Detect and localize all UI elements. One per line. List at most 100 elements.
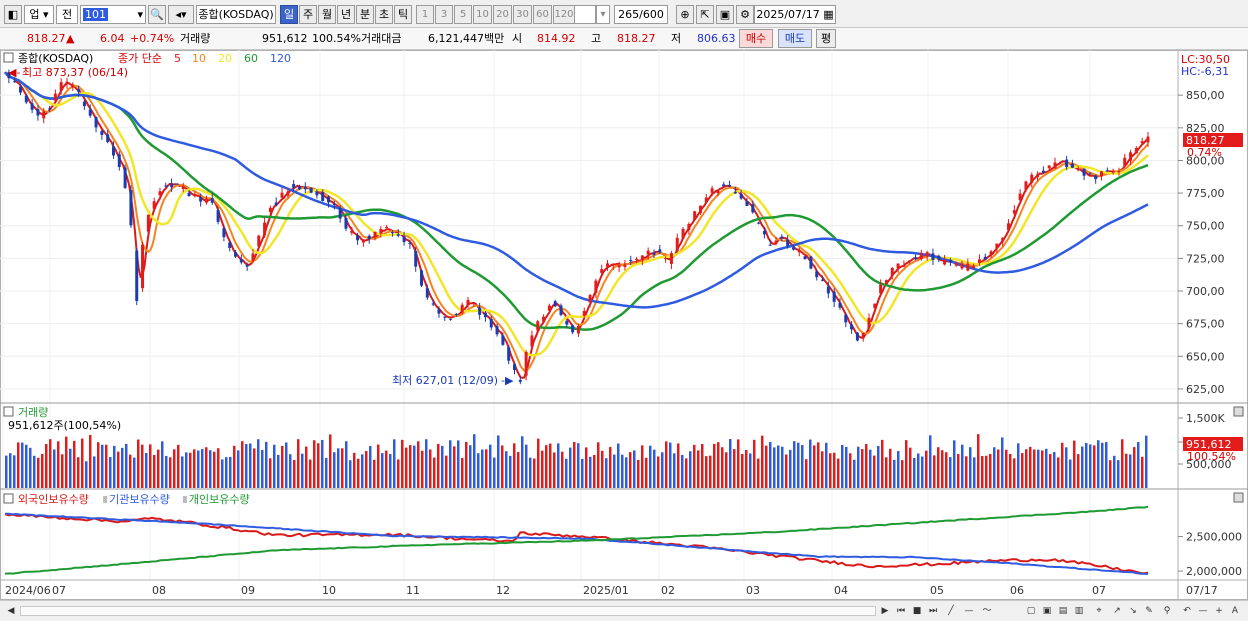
volume-bar	[877, 445, 880, 488]
candle-body	[460, 304, 464, 313]
volume-bar	[961, 444, 964, 488]
tool-icon-5[interactable]: ⌖	[1096, 606, 1102, 616]
stock-chart[interactable]: 종합(KOSDAQ) 종가 단순 5 10 20 60 120 ◀- 최고 873,37…	[0, 50, 1248, 600]
scroll-left-icon[interactable]: ◀	[7, 606, 15, 616]
period-tab-2[interactable]: 월	[318, 5, 336, 24]
holdings-panel-icon[interactable]	[3, 493, 14, 504]
expand-icon[interactable]: ⇱	[696, 5, 714, 24]
volume-bar	[813, 445, 816, 488]
volume-bar	[349, 460, 352, 488]
code-input[interactable]: 101 ▾	[80, 5, 146, 24]
first-page-icon[interactable]: ⏮	[896, 606, 906, 616]
volume-title: 거래량	[18, 406, 48, 419]
scroll-right-icon[interactable]: ▶	[881, 606, 889, 616]
volume-bar	[325, 457, 328, 488]
volume-bar	[981, 456, 984, 488]
date-field[interactable]: 2025/07/17 ▦	[754, 5, 836, 24]
tool-icon-7[interactable]: ↘	[1129, 606, 1137, 616]
volume-close-icon[interactable]	[1233, 406, 1244, 417]
indicator-icon[interactable]: ⊕	[676, 5, 694, 24]
candle-body	[704, 197, 708, 203]
count-field[interactable]: 265/600	[614, 5, 668, 24]
volume-bar	[601, 450, 604, 488]
draw-wave-icon[interactable]: 〜	[982, 606, 992, 616]
last-page-icon[interactable]: ⏭	[928, 606, 938, 616]
period-tab-0[interactable]: 일	[280, 5, 298, 24]
candle-body	[478, 307, 482, 315]
tool-icon-4[interactable]: ▥	[1074, 606, 1084, 616]
search-icon[interactable]: 🔍	[148, 5, 166, 24]
volume-bar	[1061, 442, 1064, 488]
candle-body	[117, 154, 121, 168]
volume-bar	[301, 453, 304, 488]
sell-button[interactable]: 매도	[778, 29, 812, 48]
calendar-icon[interactable]: ▦	[823, 8, 834, 21]
candle-body	[234, 252, 238, 257]
candle-body	[7, 72, 11, 79]
candle-body	[780, 236, 784, 239]
interval-button-10[interactable]: 10	[473, 5, 492, 24]
period-tab-1[interactable]: 주	[299, 5, 317, 24]
period-tab-5[interactable]: 초	[375, 5, 393, 24]
candle-body	[297, 186, 301, 190]
volume-bar	[105, 444, 108, 488]
speaker-icon[interactable]: ◂▾	[168, 5, 194, 24]
tool-icon-1[interactable]: ▢	[1026, 606, 1036, 616]
tool-icon-8[interactable]: ✎	[1145, 606, 1153, 616]
volume-bar	[653, 449, 656, 488]
period-tab-4[interactable]: 분	[356, 5, 374, 24]
save-icon[interactable]: ▣	[716, 5, 734, 24]
stop-icon[interactable]: ■	[912, 606, 922, 616]
volume-panel-icon[interactable]	[3, 406, 14, 417]
candle-body	[164, 185, 168, 187]
interval-button-30[interactable]: 30	[513, 5, 532, 24]
interval-button-5[interactable]: 5	[454, 5, 472, 24]
volume-bar	[173, 449, 176, 488]
scrollbar-track[interactable]	[20, 606, 876, 616]
interval-button-60[interactable]: 60	[533, 5, 552, 24]
interval-button-20[interactable]: 20	[493, 5, 512, 24]
gear-icon[interactable]: ⚙	[736, 5, 754, 24]
zoom-reset-icon[interactable]: ↶	[1183, 606, 1191, 616]
volume-bar	[845, 446, 848, 488]
chevron-down-icon[interactable]: ▾	[137, 8, 143, 21]
volume-bar	[309, 459, 312, 488]
volume-bar	[777, 445, 780, 488]
interval-dropdown-icon[interactable]: ▾	[596, 5, 610, 24]
candle-body	[88, 109, 92, 116]
buy-button[interactable]: 매수	[739, 29, 773, 48]
zoom-out-icon[interactable]: —	[1198, 606, 1208, 616]
tool-icon-3[interactable]: ▤	[1058, 606, 1068, 616]
period-tab-3[interactable]: 년	[337, 5, 355, 24]
candle-body	[1082, 168, 1086, 176]
price-tick-label: 750,00	[1186, 220, 1225, 233]
tool-icon-9[interactable]: ⚲	[1163, 606, 1171, 616]
period-tab-6[interactable]: 틱	[394, 5, 412, 24]
window-icon[interactable]: ◧	[4, 5, 22, 24]
lc-label: LC:30,50	[1181, 53, 1230, 66]
x-tick-label: 2024/06	[5, 584, 51, 597]
candle-body	[292, 184, 296, 188]
draw-line-icon[interactable]: ╱	[948, 606, 954, 616]
font-size-icon[interactable]: A	[1231, 606, 1239, 616]
volume-bar	[965, 456, 968, 488]
interval-button-120[interactable]: 120	[553, 5, 575, 24]
volume-bar	[533, 458, 536, 488]
panel-icon[interactable]	[3, 52, 14, 63]
candle-body	[588, 295, 592, 303]
hc-label: HC:-6,31	[1181, 65, 1229, 78]
candle-body	[547, 305, 551, 311]
tool-icon-6[interactable]: ↗	[1113, 606, 1121, 616]
interval-button-1[interactable]: 1	[416, 5, 434, 24]
interval-custom[interactable]	[574, 5, 596, 24]
holdings-close-icon[interactable]	[1233, 492, 1244, 503]
candle-body	[431, 303, 435, 305]
volume-bar	[657, 456, 660, 488]
tool-icon-2[interactable]: ▣	[1042, 606, 1052, 616]
interval-button-3[interactable]: 3	[435, 5, 453, 24]
prev-button[interactable]: 전	[56, 5, 78, 24]
zoom-in-icon[interactable]: +	[1215, 606, 1223, 616]
draw-hline-icon[interactable]: —	[964, 606, 974, 616]
market-select[interactable]: 업 ▾	[24, 5, 54, 24]
avg-button[interactable]: 평	[816, 29, 836, 48]
